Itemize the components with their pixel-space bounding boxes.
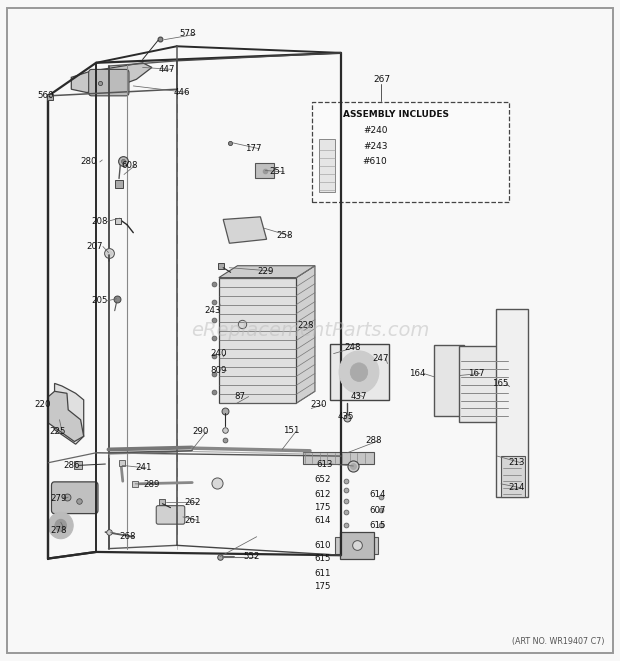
- Bar: [303, 452, 374, 464]
- Text: 228: 228: [298, 321, 314, 330]
- Text: 435: 435: [338, 412, 355, 421]
- Text: 247: 247: [372, 354, 389, 363]
- FancyBboxPatch shape: [51, 482, 98, 514]
- Text: 280: 280: [81, 157, 97, 167]
- Text: 225: 225: [50, 427, 66, 436]
- Text: 613: 613: [316, 459, 333, 469]
- Text: 614: 614: [314, 516, 331, 525]
- Text: 248: 248: [344, 342, 361, 352]
- Circle shape: [339, 351, 379, 393]
- Text: 220: 220: [34, 400, 51, 409]
- Text: 614: 614: [369, 490, 386, 499]
- Circle shape: [55, 520, 66, 531]
- Text: 446: 446: [174, 88, 190, 97]
- Text: 243: 243: [205, 306, 221, 315]
- Text: 607: 607: [369, 506, 386, 515]
- Text: 611: 611: [314, 569, 331, 578]
- Text: 258: 258: [276, 231, 293, 241]
- Polygon shape: [55, 383, 84, 444]
- Bar: [335, 537, 378, 554]
- Polygon shape: [71, 63, 152, 93]
- Text: 177: 177: [245, 144, 262, 153]
- Text: 165: 165: [492, 379, 508, 388]
- Text: 207: 207: [87, 242, 104, 251]
- Text: 213: 213: [508, 458, 525, 467]
- Text: 612: 612: [314, 490, 331, 499]
- Text: 251: 251: [270, 167, 286, 176]
- Text: 175: 175: [314, 582, 331, 592]
- Text: 268: 268: [119, 532, 136, 541]
- Text: 290: 290: [192, 427, 208, 436]
- Circle shape: [350, 363, 368, 381]
- Text: 552: 552: [243, 552, 260, 561]
- Polygon shape: [223, 217, 267, 243]
- Text: 151: 151: [283, 426, 299, 436]
- Bar: [330, 344, 389, 400]
- Text: 278: 278: [51, 525, 68, 535]
- Bar: [459, 346, 512, 422]
- Bar: [340, 532, 374, 559]
- FancyBboxPatch shape: [312, 102, 509, 202]
- Text: 205: 205: [92, 296, 108, 305]
- Circle shape: [48, 512, 73, 539]
- Text: #243: #243: [363, 141, 388, 151]
- Text: 261: 261: [185, 516, 202, 525]
- Text: 437: 437: [350, 392, 367, 401]
- Text: 241: 241: [135, 463, 152, 473]
- Text: 578: 578: [180, 28, 197, 38]
- Text: eReplacementParts.com: eReplacementParts.com: [191, 321, 429, 340]
- Text: 289: 289: [144, 480, 160, 489]
- Text: 286: 286: [63, 461, 80, 470]
- Text: 164: 164: [409, 369, 426, 378]
- Text: 229: 229: [257, 266, 273, 276]
- Polygon shape: [219, 266, 315, 278]
- Text: 615: 615: [314, 554, 331, 563]
- Text: 615: 615: [369, 521, 386, 530]
- Text: 175: 175: [314, 503, 331, 512]
- Bar: [501, 456, 525, 497]
- Text: ASSEMBLY INCLUDES: ASSEMBLY INCLUDES: [343, 110, 449, 119]
- Polygon shape: [296, 266, 315, 403]
- Text: 167: 167: [468, 369, 485, 378]
- Text: #610: #610: [363, 157, 388, 167]
- Text: 279: 279: [51, 494, 67, 503]
- Text: (ART NO. WR19407 C7): (ART NO. WR19407 C7): [512, 637, 604, 646]
- Bar: [219, 278, 296, 403]
- FancyBboxPatch shape: [156, 506, 185, 524]
- Text: 560: 560: [37, 91, 54, 100]
- Text: 610: 610: [314, 541, 331, 550]
- Text: 240: 240: [211, 349, 228, 358]
- Bar: [496, 309, 528, 497]
- Text: 608: 608: [121, 161, 138, 170]
- Text: 208: 208: [92, 217, 108, 226]
- Text: 267: 267: [373, 75, 391, 85]
- Text: 87: 87: [234, 392, 246, 401]
- Text: 809: 809: [211, 366, 227, 375]
- Text: 214: 214: [508, 483, 525, 492]
- Bar: [434, 345, 464, 416]
- Polygon shape: [48, 391, 84, 442]
- FancyBboxPatch shape: [89, 69, 129, 96]
- Text: 447: 447: [158, 65, 175, 74]
- Text: 652: 652: [314, 475, 331, 485]
- Text: 288: 288: [366, 436, 383, 446]
- Bar: [319, 139, 335, 192]
- Bar: [255, 163, 274, 178]
- Text: 262: 262: [185, 498, 202, 507]
- Text: 230: 230: [310, 400, 327, 409]
- Text: #240: #240: [363, 126, 388, 135]
